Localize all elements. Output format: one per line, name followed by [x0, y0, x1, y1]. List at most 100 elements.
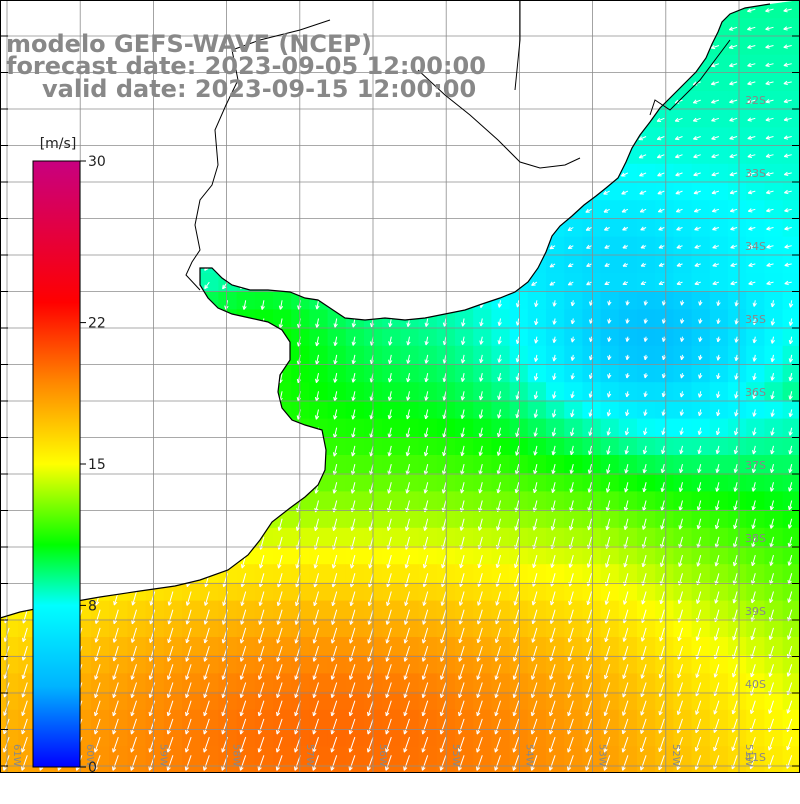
wind-speed-cell: [728, 164, 747, 183]
wind-speed-cell: [728, 36, 747, 55]
wind-speed-cell: [673, 91, 692, 110]
wind-speed-cell: [728, 182, 747, 201]
longitude-label: 53W: [597, 744, 608, 767]
colorbar-tick-label: 15: [88, 457, 106, 473]
latitude-label: 34S: [745, 240, 766, 253]
longitude-label: 55W: [450, 744, 461, 767]
latitude-label: 38S: [745, 532, 766, 545]
wind-speed-cell: [601, 237, 620, 256]
wind-speed-cell: [673, 237, 692, 256]
wind-speed-cell: [637, 237, 656, 256]
wind-speed-cell: [728, 200, 747, 219]
wind-speed-cell: [692, 127, 711, 146]
wind-speed-cell: [619, 218, 638, 237]
wind-speed-cell: [728, 127, 747, 146]
wind-speed-cell: [655, 146, 674, 165]
wind-speed-cell: [564, 273, 583, 292]
wind-speed-cell: [746, 200, 765, 219]
wind-speed-cell: [673, 255, 692, 274]
wind-speed-cell: [601, 255, 620, 274]
wind-speed-cell: [582, 218, 601, 237]
wind-speed-cell: [601, 218, 620, 237]
wind-speed-cell: [746, 182, 765, 201]
wind-speed-cell: [619, 200, 638, 219]
wind-speed-cell: [619, 255, 638, 274]
wind-speed-cell: [637, 273, 656, 292]
wind-speed-cell: [746, 273, 765, 292]
wind-speed-cell: [655, 218, 674, 237]
wind-speed-cell: [710, 255, 729, 274]
colorbar-tick-label: 0: [88, 760, 97, 776]
wind-speed-cell: [728, 255, 747, 274]
latitude-label: 40S: [745, 678, 766, 691]
wind-speed-cell: [673, 218, 692, 237]
latitude-label: 41S: [745, 751, 766, 764]
wind-speed-cell: [546, 255, 565, 274]
latitude-label: 35S: [745, 313, 766, 326]
wind-speed-cell: [764, 164, 783, 183]
wind-speed-cell: [637, 218, 656, 237]
wind-speed-cell: [655, 237, 674, 256]
wind-speed-cell: [746, 255, 765, 274]
longitude-label: 56W: [377, 744, 388, 767]
colorbar-unit: [m/s]: [40, 136, 77, 152]
title-valid-date: valid date: 2023-09-15 12:00:00: [42, 77, 476, 101]
wind-speed-cell: [673, 200, 692, 219]
wind-speed-cell: [710, 218, 729, 237]
wind-speed-cell: [692, 200, 711, 219]
wind-speed-cell: [710, 146, 729, 165]
wind-speed-cell: [637, 255, 656, 274]
wind-speed-cell: [655, 127, 674, 146]
wind-speed-cell: [764, 218, 783, 237]
wind-speed-cell: [582, 273, 601, 292]
wind-speed-cell: [764, 273, 783, 292]
latitude-label: 32S: [745, 94, 766, 107]
wind-speed-cell: [710, 237, 729, 256]
wind-speed-cell: [637, 164, 656, 183]
longitude-label: 57W: [304, 744, 315, 767]
wind-speed-cell: [601, 273, 620, 292]
wind-speed-cell: [728, 146, 747, 165]
wind-speed-cell: [546, 273, 565, 292]
wind-speed-cell: [764, 182, 783, 201]
wind-speed-cell: [619, 273, 638, 292]
wind-speed-cell: [692, 218, 711, 237]
wind-speed-cell: [728, 109, 747, 128]
wind-speed-cell: [692, 164, 711, 183]
wind-speed-cell: [582, 255, 601, 274]
wind-speed-cell: [692, 146, 711, 165]
wind-speed-cell: [692, 73, 711, 92]
wind-speed-cell: [655, 109, 674, 128]
wind-speed-cell: [564, 255, 583, 274]
longitude-label: 52W: [670, 744, 681, 767]
wind-speed-cell: [564, 237, 583, 256]
wind-speed-cell: [710, 73, 729, 92]
wind-speed-cell: [692, 255, 711, 274]
wind-speed-cell: [710, 109, 729, 128]
wind-speed-cell: [619, 237, 638, 256]
longitude-label: 54W: [523, 744, 534, 767]
wind-speed-cell: [655, 182, 674, 201]
wind-speed-cell: [710, 273, 729, 292]
wind-speed-cell: [746, 127, 765, 146]
latitude-label: 39S: [745, 605, 766, 618]
wind-speed-cell: [710, 164, 729, 183]
wind-speed-cell: [764, 200, 783, 219]
wind-speed-cell: [582, 237, 601, 256]
latitude-label: 37S: [745, 459, 766, 472]
wind-speed-cell: [710, 182, 729, 201]
wind-speed-cell: [764, 255, 783, 274]
wind-speed-cell: [746, 109, 765, 128]
wind-speed-cell: [692, 273, 711, 292]
wind-speed-cell: [637, 182, 656, 201]
wind-speed-cell: [619, 182, 638, 201]
longitude-label: 59W: [157, 744, 168, 767]
wind-speed-cell: [564, 218, 583, 237]
colorbar-tick-label: 8: [88, 598, 97, 614]
wind-speed-cell: [692, 91, 711, 110]
latitude-label: 36S: [745, 386, 766, 399]
wind-speed-cell: [692, 109, 711, 128]
wind-speed-cell: [710, 127, 729, 146]
